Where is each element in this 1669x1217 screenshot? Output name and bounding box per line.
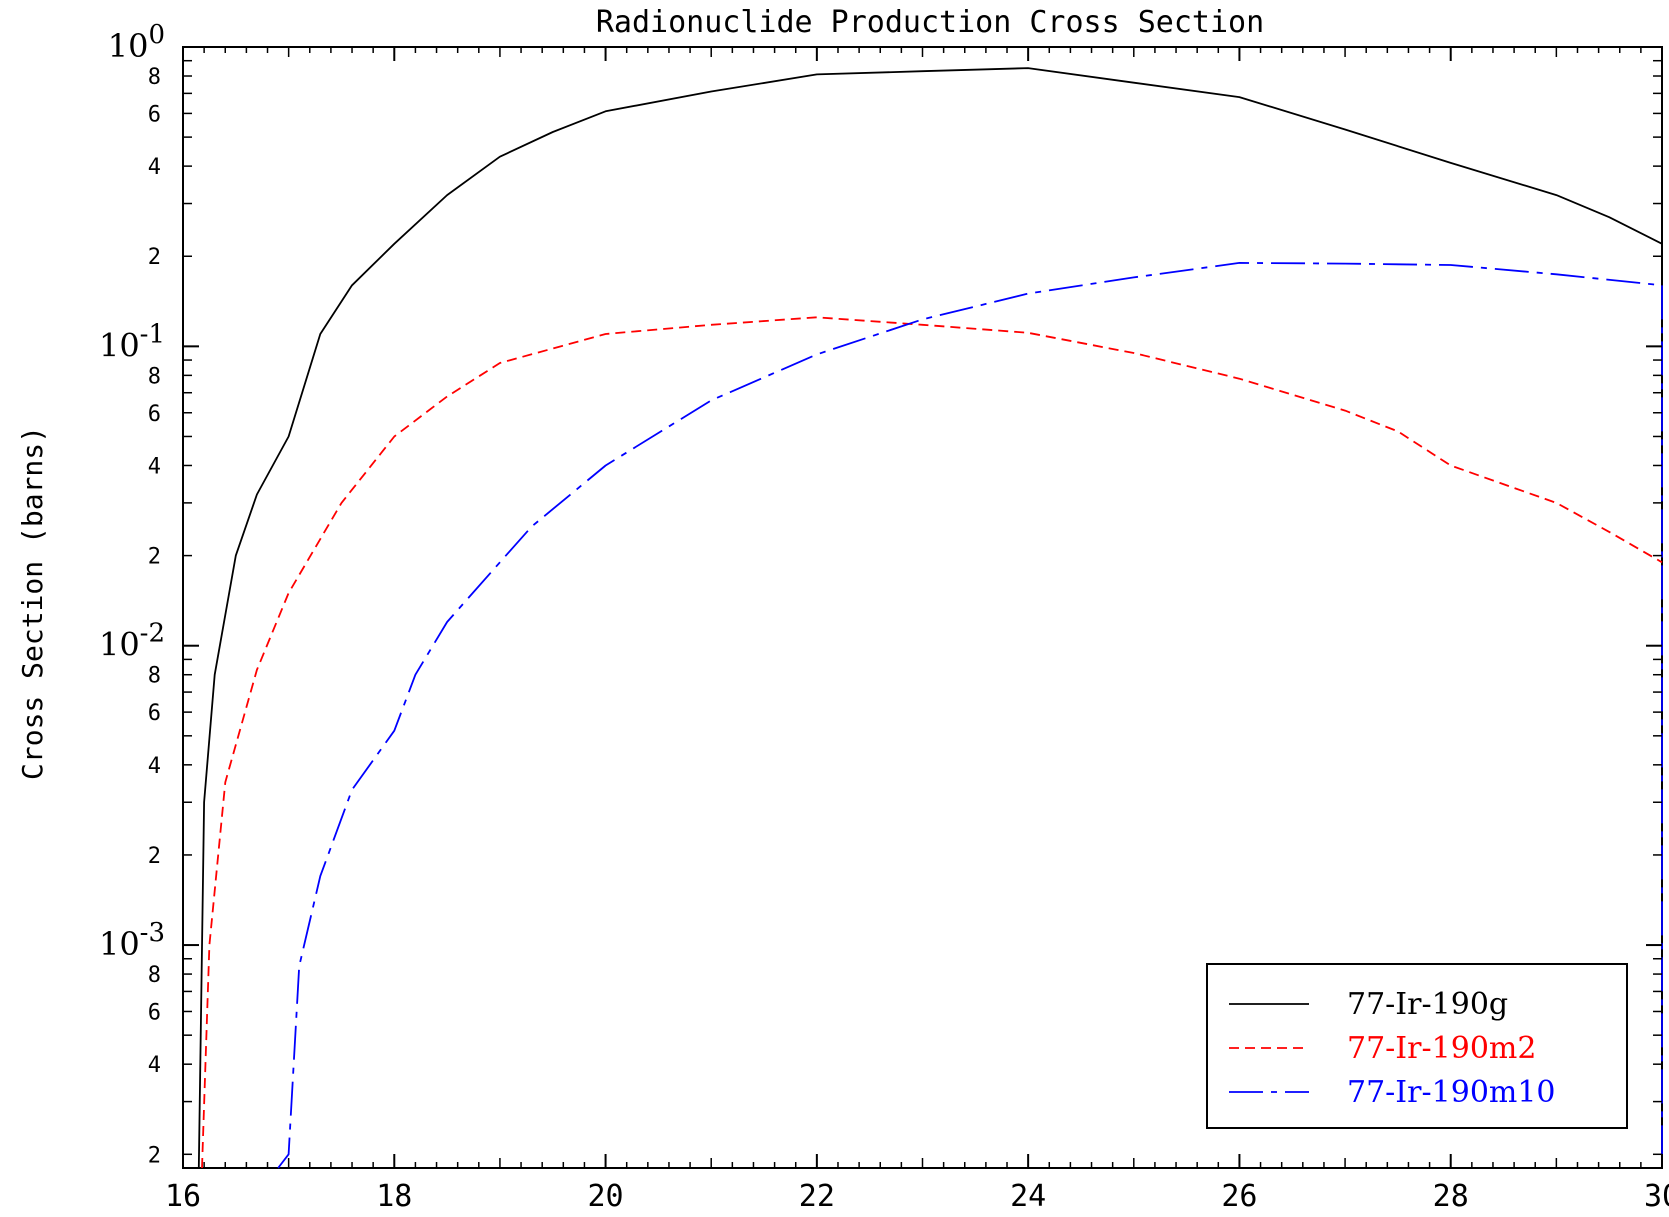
x-tick-label: 28 [1433, 1179, 1469, 1214]
y-minor-label: 8 [148, 664, 161, 689]
legend-label: 77-Ir-190m10 [1347, 1075, 1556, 1110]
x-tick-label: 24 [1010, 1179, 1046, 1214]
y-minor-label: 4 [148, 454, 161, 479]
y-minor-label: 2 [148, 545, 161, 570]
y-minor-label: 2 [148, 245, 161, 270]
series-layer [197, 67, 1663, 1169]
y-minor-label: 6 [148, 402, 161, 427]
axes-layer: 161820222426283010010-110-210-3246824682… [99, 20, 1669, 1214]
y-minor-label: 6 [148, 701, 161, 726]
y-decade-label: 10-2 [99, 619, 165, 664]
y-minor-label: 4 [148, 754, 161, 779]
y-minor-label: 8 [148, 65, 161, 90]
y-decade-label: 10-1 [99, 319, 165, 364]
series-line-77-Ir-190m10 [277, 261, 1663, 1169]
y-minor-label: 4 [148, 1053, 161, 1078]
y-minor-label: 6 [148, 102, 161, 127]
series-line-77-Ir-190g [197, 67, 1663, 1169]
y-minor-label: 8 [148, 364, 161, 389]
x-tick-label: 16 [165, 1179, 201, 1214]
chart-title: Radionuclide Production Cross Section [596, 5, 1264, 40]
x-tick-label: 18 [376, 1179, 412, 1214]
y-decade-label: 10-3 [99, 918, 165, 963]
y-minor-label: 8 [148, 963, 161, 988]
x-tick-label: 22 [799, 1179, 835, 1214]
legend-label: 77-Ir-190m2 [1347, 1031, 1536, 1066]
y-minor-label: 2 [148, 844, 161, 869]
x-tick-label: 30 [1644, 1179, 1669, 1214]
y-minor-label: 2 [148, 1143, 161, 1168]
x-tick-label: 20 [588, 1179, 624, 1214]
x-tick-label: 26 [1221, 1179, 1257, 1214]
legend-label: 77-Ir-190g [1347, 987, 1508, 1022]
legend: 77-Ir-190g 77-Ir-190m2 77-Ir-190m10 [1206, 963, 1628, 1129]
legend-box [1206, 963, 1628, 1129]
y-minor-label: 6 [148, 1000, 161, 1025]
y-axis-label: Cross Section (barns) [16, 426, 49, 780]
y-minor-label: 4 [148, 155, 161, 180]
series-line-77-Ir-190m2 [201, 316, 1663, 1169]
y-decade-label: 100 [108, 20, 165, 65]
